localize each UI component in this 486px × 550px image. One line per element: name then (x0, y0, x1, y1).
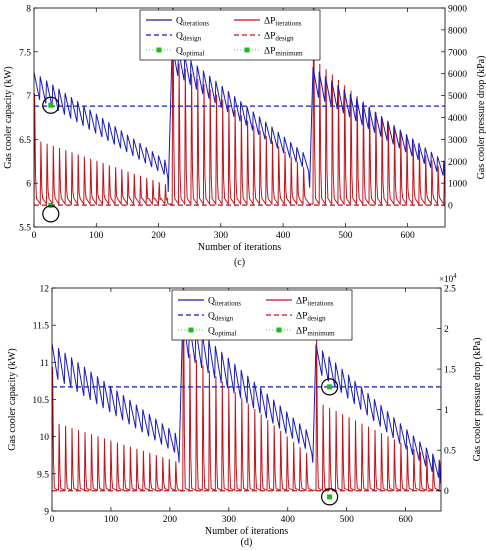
legend-label: Qoptimal (176, 47, 204, 58)
y-right-tick-label: 1 (444, 406, 449, 416)
y-tick-label: 5.5 (19, 224, 31, 234)
q-iterations-series (34, 45, 445, 193)
legend: Qiterations ΔPiterations Qdesign ΔPdesign Qo… (139, 9, 321, 61)
y-right-tick-label: 8000 (448, 26, 467, 36)
x-tick-label: 400 (281, 515, 296, 525)
legend-label-sub: iterations (183, 20, 209, 28)
legend-label: Qdesign (176, 32, 202, 43)
x-tick-label: 600 (401, 231, 416, 241)
chart-panel-c: 0 100 200 300 400 500 600 5.5 6 6.5 7 7.5 8 0 1000 2000… (3, 5, 486, 269)
x-tick-label: 200 (163, 515, 178, 525)
dp-iterations-series (34, 8, 445, 206)
y-right-tick-label: 2 (444, 325, 449, 335)
y-tick-label: 7 (26, 92, 31, 102)
legend-label-sub: design (183, 35, 202, 43)
y-right-tick-label: 3000 (448, 136, 467, 146)
legend-label: ΔPdesign (296, 312, 326, 323)
y-right-tick-label: 7000 (448, 48, 467, 58)
y-right-tick-label: 9000 (448, 5, 467, 15)
legend-label-sub: iterations (215, 300, 241, 308)
legend-label: Qdesign (208, 312, 234, 323)
q-iterations-series (52, 316, 441, 489)
y-right-tick-label: 0 (448, 202, 453, 212)
y-tick-label: 10.5 (32, 396, 49, 406)
x-tick-label: 500 (340, 515, 355, 525)
x-tick-label: 500 (338, 231, 353, 241)
x-axis-label: Number of iterations (198, 242, 281, 253)
legend: Qiterations ΔPiterations Qdesign ΔPdesign Qo… (171, 289, 353, 341)
legend-label-sub: iterations (307, 300, 333, 308)
highlight-circle (42, 205, 60, 223)
highlight-circle (321, 378, 339, 396)
right-axis-multiplier: ×104 (439, 272, 457, 284)
y-tick-label: 11.5 (33, 322, 50, 332)
y-right-tick-label: 5000 (448, 92, 467, 102)
x-tick-label: 100 (104, 515, 119, 525)
y-right-tick-label: 2.5 (444, 285, 456, 295)
y-tick-label: 6 (26, 180, 31, 190)
chart-panel-d: 0 100 200 300 400 500 60099.51010.51111.51200.… (7, 272, 483, 548)
y-right-tick-label: 4000 (448, 114, 467, 124)
y-axis-label: Gas cooler capacity (kW) (3, 66, 14, 168)
legend-label-sub: optimal (215, 330, 236, 338)
legend-swatch-marker (244, 47, 250, 53)
legend-swatch-marker (156, 47, 162, 53)
legend-swatch-marker (276, 327, 282, 333)
y-right-tick-label: 2000 (448, 158, 467, 168)
y-right-axis-label: Gas cooler pressure drop (kPa) (472, 338, 483, 462)
x-tick-label: 100 (89, 231, 104, 241)
panel-label: (c) (234, 257, 245, 268)
legend-label: ΔPminimum (296, 327, 335, 338)
y-tick-label: 12 (40, 285, 50, 295)
legend-label-sub: minimum (307, 330, 335, 338)
legend-swatch-marker (188, 327, 194, 333)
panel-label: (d) (241, 537, 253, 548)
right-axis-multiplier-exp: 4 (453, 272, 457, 280)
y-right-tick-label: 0.5 (444, 447, 456, 457)
q-optimal-marker (327, 384, 333, 390)
x-tick-label: 0 (32, 231, 37, 241)
x-tick-label: 300 (222, 515, 237, 525)
legend-label: ΔPiterations (296, 297, 334, 308)
y-right-axis-label: Gas cooler pressure drop (kPa) (476, 56, 486, 180)
x-tick-label: 0 (50, 515, 55, 525)
y-tick-label: 6.5 (19, 136, 31, 146)
highlight-circle (321, 488, 339, 506)
y-right-tick-label: 1.5 (444, 366, 456, 376)
legend-label: Qoptimal (208, 327, 236, 338)
legend-label: Qiterations (176, 17, 209, 28)
legend-label: Qiterations (208, 297, 241, 308)
y-right-tick-label: 0 (444, 487, 449, 497)
legend-label: ΔPminimum (264, 47, 303, 58)
legend-label: ΔPiterations (264, 17, 302, 28)
legend-label-sub: minimum (275, 50, 303, 58)
y-tick-label: 8 (26, 5, 31, 15)
legend-label: ΔPdesign (264, 32, 294, 43)
dp-minimum-marker (327, 494, 333, 500)
q-optimal-marker (48, 102, 54, 108)
y-axis-label: Gas cooler capacity (kW) (7, 348, 18, 450)
x-tick-label: 400 (276, 231, 291, 241)
x-tick-label: 300 (214, 231, 229, 241)
x-axis-label: Number of iterations (205, 526, 288, 537)
plot-area (52, 288, 441, 500)
highlight-circle (42, 96, 60, 114)
legend-label-sub: design (215, 315, 234, 323)
dp-iterations-series (52, 288, 441, 492)
y-tick-label: 10 (40, 433, 50, 443)
y-tick-label: 7.5 (19, 48, 31, 58)
legend-label-sub: iterations (275, 20, 301, 28)
legend-label-sub: design (307, 315, 326, 323)
y-tick-label: 9 (44, 508, 49, 518)
legend-label-sub: optimal (183, 50, 204, 58)
y-tick-label: 9.5 (37, 470, 49, 480)
legend-label-sub: design (275, 35, 294, 43)
x-tick-label: 200 (151, 231, 166, 241)
y-tick-label: 11 (40, 359, 49, 369)
y-right-tick-label: 1000 (448, 180, 467, 190)
x-tick-label: 600 (399, 515, 414, 525)
y-right-tick-label: 6000 (448, 70, 467, 80)
